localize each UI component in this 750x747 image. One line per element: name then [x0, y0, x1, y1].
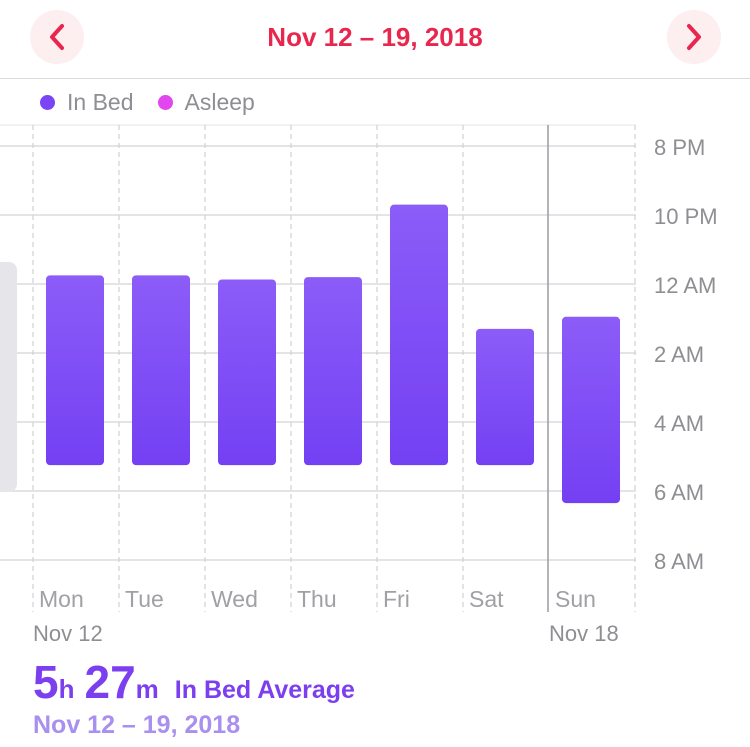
bars	[46, 204, 620, 504]
y-tick-labels: 8 PM 10 PM 12 AM 2 AM 4 AM 6 AM 8 AM	[654, 135, 718, 574]
bar-mon	[46, 275, 104, 466]
chart-legend: In Bed Asleep	[40, 88, 279, 116]
y-tick-2: 12 AM	[654, 273, 716, 298]
date-label-sun: Nov 18	[549, 621, 619, 646]
y-tick-1: 10 PM	[654, 204, 718, 229]
bar-sun	[562, 316, 620, 504]
y-tick-0: 8 PM	[654, 135, 705, 160]
bar-sat	[476, 328, 534, 466]
bar-fri	[390, 204, 448, 466]
y-tick-3: 2 AM	[654, 342, 704, 367]
vertical-gridlines	[32, 125, 636, 612]
x-tick-sun: Sun	[555, 586, 596, 612]
x-tick-wed: Wed	[211, 586, 258, 612]
date-range-title: Nov 12 – 19, 2018	[267, 22, 483, 52]
average-hours-unit: h	[58, 674, 75, 704]
previous-week-button[interactable]	[30, 10, 84, 64]
x-tick-tue: Tue	[125, 586, 164, 612]
legend-item-in-bed[interactable]: In Bed	[40, 89, 134, 116]
legend-dot-in-bed	[40, 94, 55, 110]
average-minutes-unit: m	[135, 674, 159, 704]
next-week-button[interactable]	[667, 10, 721, 64]
average-in-bed: 5h 27m In Bed Average	[33, 655, 355, 709]
summary: 5h 27m In Bed Average Nov 12 – 19, 2018	[33, 655, 355, 740]
average-label: In Bed Average	[174, 676, 355, 704]
bar-tue	[132, 275, 190, 466]
x-tick-mon: Mon	[39, 586, 84, 612]
bar-thu	[304, 277, 362, 466]
x-tick-labels: Mon Nov 12 Tue Wed Thu Fri Sat Sun Nov 18	[33, 586, 619, 646]
sleep-chart: 8 PM 10 PM 12 AM 2 AM 4 AM 6 AM 8 AM Mon Nov 12…	[0, 124, 718, 646]
bar-wed	[218, 279, 276, 466]
chevron-left-icon	[50, 24, 64, 50]
y-tick-4: 4 AM	[654, 411, 704, 436]
summary-date-range: Nov 12 – 19, 2018	[33, 711, 241, 739]
average-minutes: 27	[84, 656, 136, 708]
chevron-right-icon	[687, 24, 701, 50]
date-label-mon: Nov 12	[33, 621, 103, 646]
y-tick-6: 8 AM	[654, 549, 704, 574]
x-tick-thu: Thu	[297, 586, 337, 612]
x-tick-sat: Sat	[469, 586, 504, 612]
x-tick-fri: Fri	[383, 586, 410, 612]
header: Nov 12 – 19, 2018	[0, 0, 750, 79]
legend-label-asleep: Asleep	[184, 88, 255, 115]
legend-item-asleep[interactable]: Asleep	[157, 88, 255, 116]
average-hours: 5	[33, 656, 59, 708]
y-tick-5: 6 AM	[654, 480, 704, 505]
legend-label-in-bed: In Bed	[67, 88, 134, 115]
legend-dot-asleep	[157, 94, 173, 110]
previous-week-bar-edge	[0, 262, 17, 492]
